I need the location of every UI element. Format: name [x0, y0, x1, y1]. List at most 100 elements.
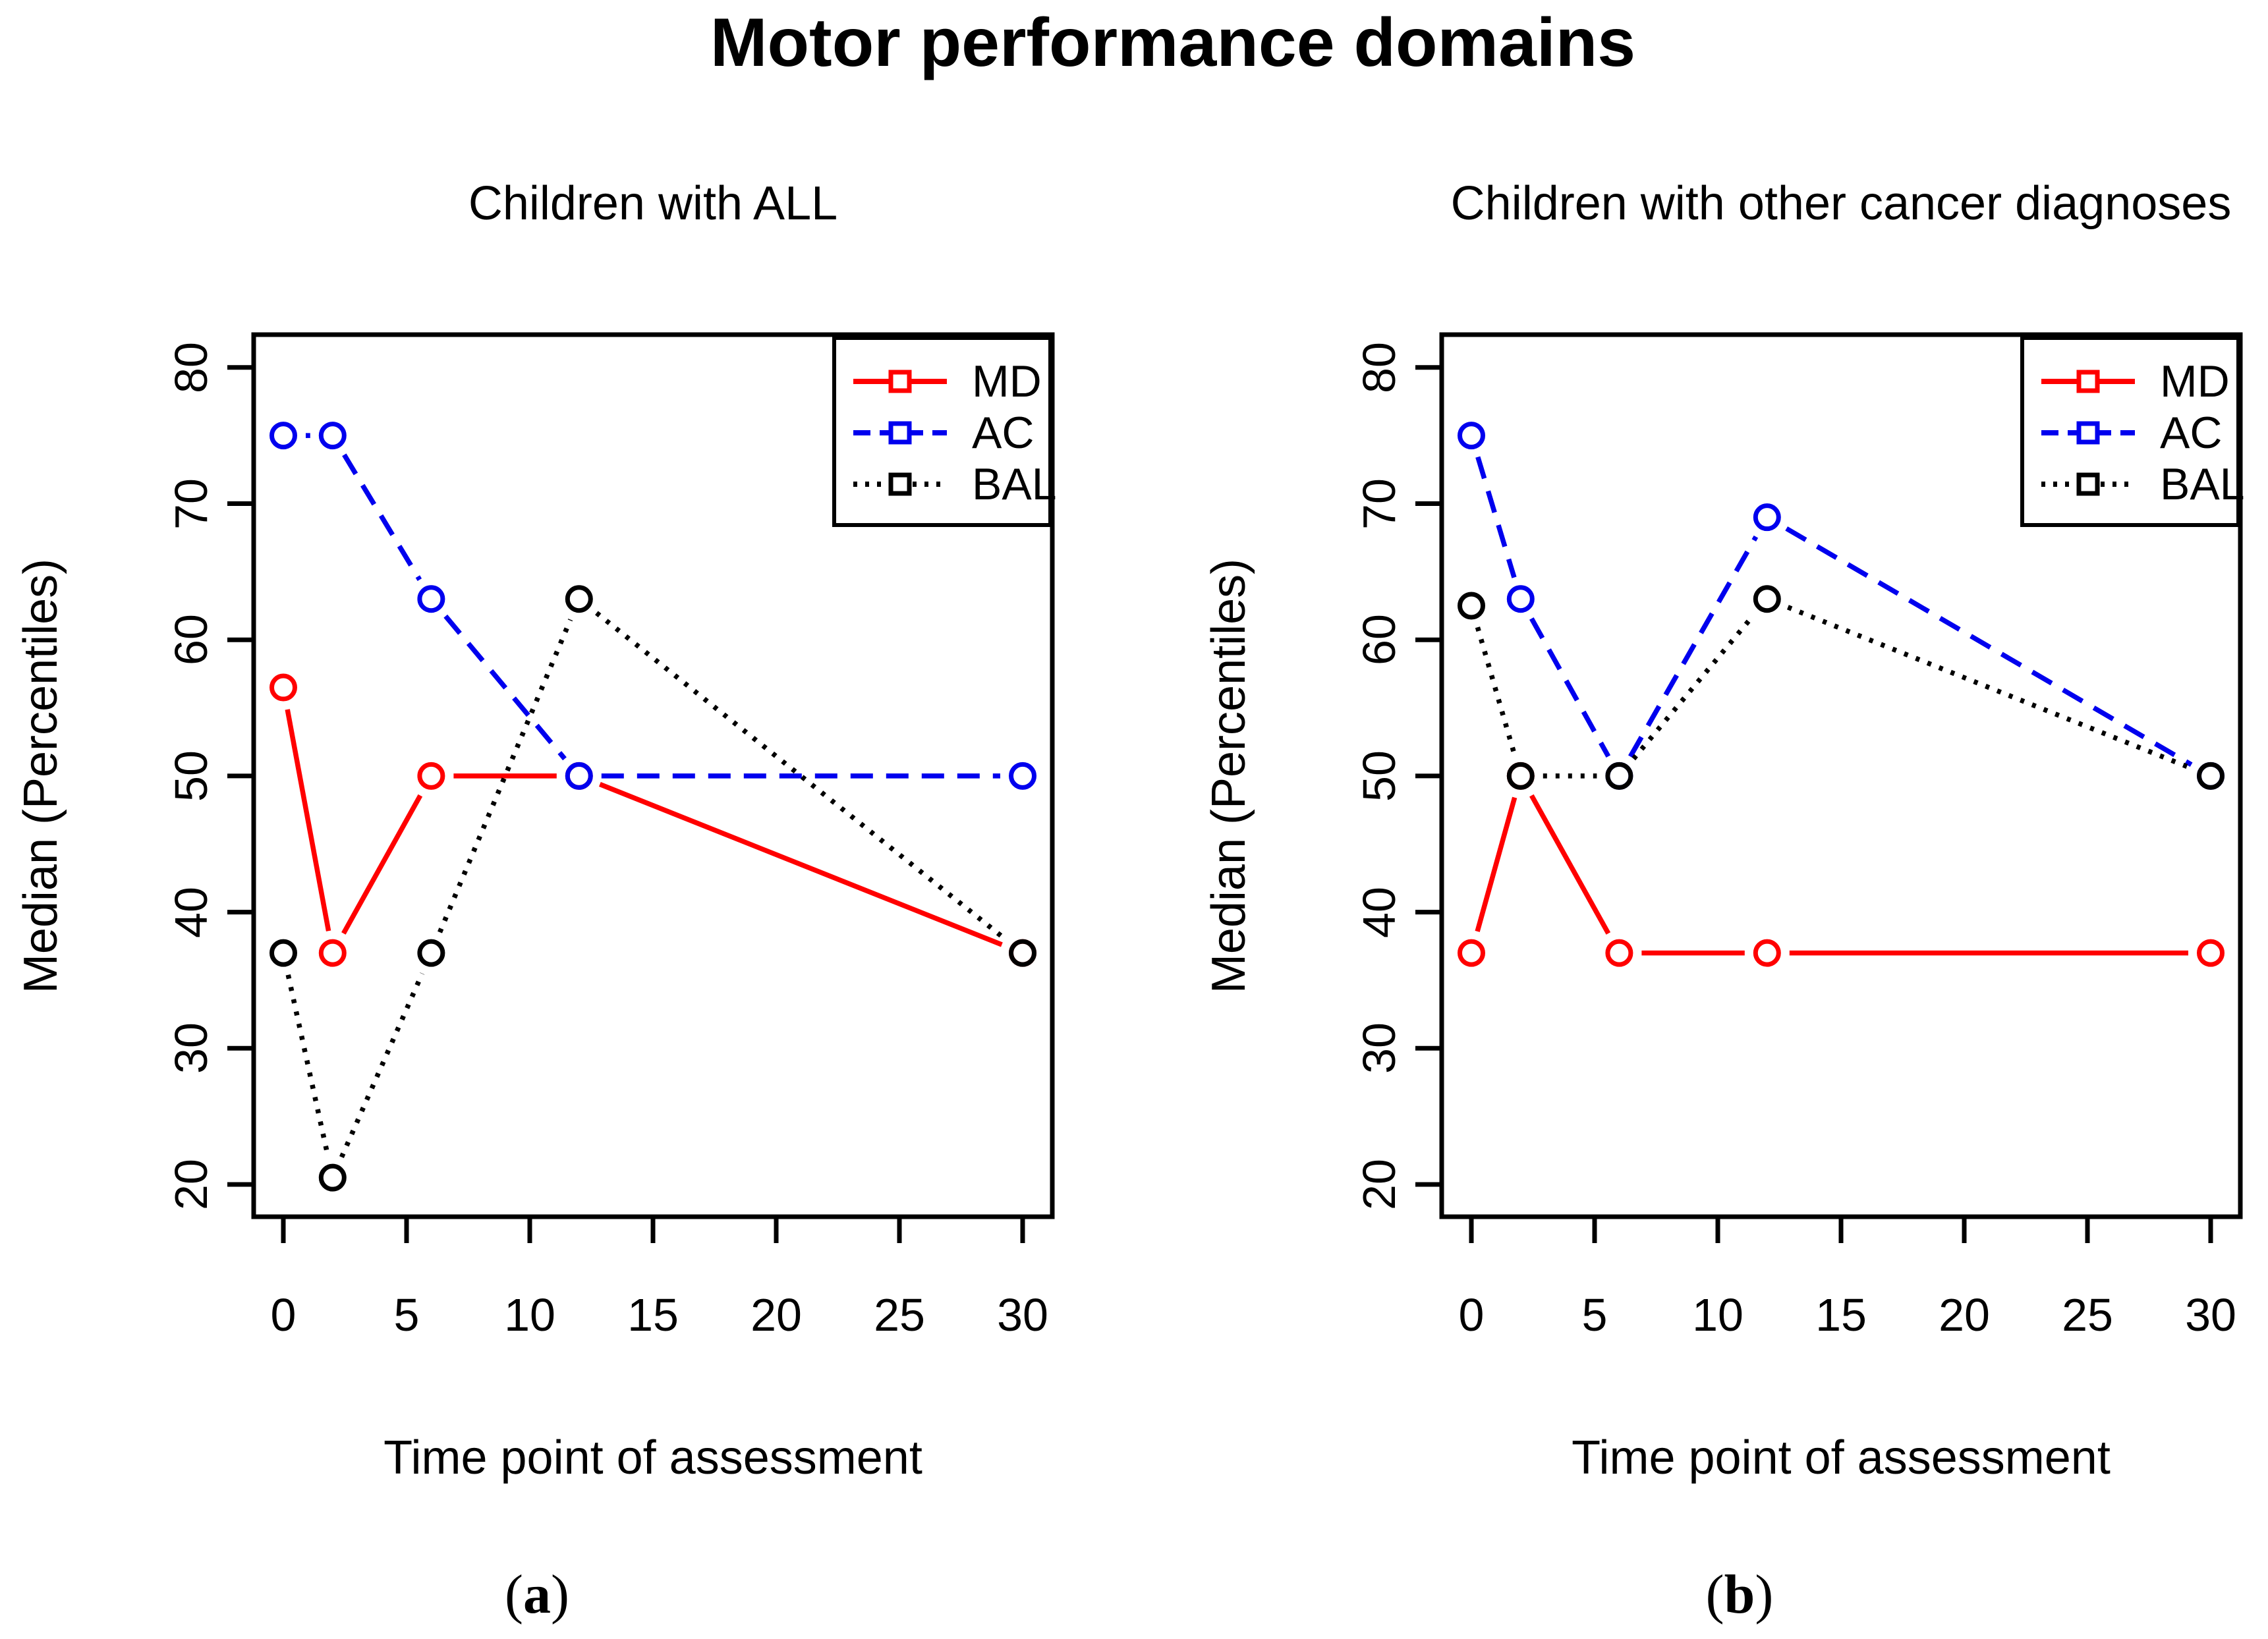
panel-a-series-bal-marker — [269, 939, 297, 967]
panel-b-series-bal-marker — [1753, 585, 1781, 613]
panel-b-series-md-segment — [1529, 794, 1611, 935]
panel-a-y-tick-label: 20 — [165, 1159, 217, 1210]
panel-b-x-tick-label: 30 — [2185, 1289, 2236, 1341]
panel-a-series-md-marker — [269, 673, 297, 702]
legend-row-bal: BAL — [836, 458, 1057, 510]
panel-a-y-tick-label: 30 — [165, 1022, 217, 1074]
panel-b-series-bal-marker — [2197, 762, 2225, 790]
panel-b-series-bal-marker — [1605, 762, 1633, 790]
panel-b-y-tick-label: 60 — [1353, 614, 1405, 666]
panel-b-series-ac-segment — [1785, 526, 2193, 767]
panel-a-series-ac-marker — [417, 585, 445, 613]
legend-square-marker-md — [888, 370, 912, 393]
panel-b-series-md-segment — [1475, 796, 1517, 932]
legend-sample-ac-line — [853, 421, 947, 445]
legend-sample-md-line — [2041, 370, 2135, 393]
panel-a-series-ac-marker — [1009, 762, 1036, 790]
panel-b-legend: MD AC BAL — [2020, 336, 2245, 527]
panel-a-y-tick-label: 50 — [165, 750, 217, 802]
legend-label-md: MD — [972, 356, 1042, 406]
panel-b-x-tick-label: 5 — [1581, 1289, 1608, 1341]
legend-square-marker-md — [2076, 370, 2100, 393]
panel-a-series-ac-marker — [318, 422, 347, 450]
panel-b-y-tick-label: 80 — [1353, 341, 1405, 393]
panel-a-x-tick-label: 5 — [393, 1289, 420, 1341]
panel-b-y-tick-label: 40 — [1353, 886, 1405, 938]
panel-a-letter-open: ( — [505, 1564, 523, 1625]
legend-sample-md-line — [853, 370, 947, 393]
panel-a-series-ac-marker — [565, 762, 593, 790]
panel-b-y-tick-label: 70 — [1353, 478, 1405, 530]
panel-b-letter-open: ( — [1705, 1564, 1724, 1625]
panel-a-y-tick-label: 40 — [165, 886, 217, 938]
panel-b-x-tick-label: 25 — [2062, 1289, 2113, 1341]
panel-a-x-tick-label: 20 — [751, 1289, 802, 1341]
panel-b-letter: (b) — [1706, 1563, 1774, 1626]
panel-a-series-ac-segment — [443, 614, 567, 761]
panel-a-x-tick-label: 10 — [504, 1289, 555, 1341]
panel-a-x-tick-label: 25 — [874, 1289, 925, 1341]
panel-b-series-md-marker — [1753, 939, 1781, 967]
panel-a-y-tick-label: 70 — [165, 478, 217, 530]
panel-a-series-ac-marker — [269, 422, 297, 450]
panel-b-y-tick-label: 30 — [1353, 1022, 1405, 1074]
panel-a-series-bal-marker — [417, 939, 445, 967]
panel-a-series-md-segment — [285, 709, 331, 931]
panel-a-letter-close: ) — [551, 1564, 569, 1625]
panel-a-subtitle: Children with ALL — [468, 177, 838, 230]
panel-b-x-tick-label: 15 — [1815, 1289, 1867, 1341]
panel-b-letter-close: ) — [1755, 1564, 1774, 1625]
panel-a-series-bal-marker — [318, 1163, 347, 1192]
panel-b-y-tick-label: 20 — [1353, 1159, 1405, 1210]
legend-row-ac: AC — [836, 407, 1048, 458]
legend-label-ac: AC — [972, 408, 1035, 458]
panel-a-letter-char: a — [523, 1564, 551, 1625]
panel-b-x-tick-label: 0 — [1458, 1289, 1485, 1341]
legend-square-marker-bal — [2076, 472, 2100, 496]
legend-sample-ac-line — [2041, 421, 2135, 445]
legend-row-md: MD — [836, 356, 1048, 407]
panel-a-series-md-marker — [417, 762, 445, 790]
panel-b-x-tick-label: 20 — [1939, 1289, 1990, 1341]
panel-b-series-bal-segment — [1475, 626, 1517, 756]
panel-b-series-bal-marker — [1458, 592, 1485, 620]
panel-a-series-bal-marker — [565, 585, 593, 613]
panel-b-series-md-marker — [1605, 939, 1633, 967]
panel-b-series-ac-segment — [1475, 456, 1517, 578]
panel-a-series-md-marker — [318, 939, 347, 967]
panel-b-series-ac-segment — [1628, 535, 1759, 758]
panel-a-legend: MD AC BAL — [832, 336, 1057, 527]
panel-b-series-ac-segment — [1529, 617, 1611, 758]
panel-b-subtitle: Children with other cancer diagnoses — [1450, 177, 2232, 230]
legend-square-marker-bal — [888, 472, 912, 496]
panel-a-series-bal-marker — [1009, 939, 1036, 967]
legend-row-md: MD — [2024, 356, 2236, 407]
panel-a-x-tick-label: 15 — [627, 1289, 679, 1341]
panel-a-y-tick-label: 80 — [165, 341, 217, 393]
legend-sample-bal-line — [2041, 472, 2135, 496]
panel-a-letter: (a) — [505, 1563, 569, 1626]
legend-row-bal: BAL — [2024, 458, 2245, 510]
legend-sample-bal-line — [853, 472, 947, 496]
panel-b-series-bal-segment — [1786, 605, 2191, 770]
legend-square-marker-ac — [2076, 421, 2100, 445]
legend-label-bal: BAL — [972, 459, 1057, 509]
panel-a-series-md-segment — [598, 782, 1003, 947]
legend-square-marker-ac — [888, 421, 912, 445]
panel-b-series-ac-marker — [1506, 585, 1535, 613]
panel-b-x-axis-label: Time point of assessment — [1572, 1431, 2111, 1484]
panel-a-x-tick-label: 30 — [997, 1289, 1048, 1341]
chart-main-title: Motor performance domains — [710, 5, 1636, 81]
panel-b-series-md-marker — [2197, 939, 2225, 967]
legend-label-ac: AC — [2160, 408, 2223, 458]
panel-b-letter-char: b — [1724, 1564, 1755, 1625]
legend-row-ac: AC — [2024, 407, 2236, 458]
panel-a-x-axis-label: Time point of assessment — [383, 1431, 922, 1484]
panel-a-x-tick-label: 0 — [270, 1289, 297, 1341]
panel-b-y-tick-label: 50 — [1353, 750, 1405, 802]
panel-a-y-tick-label: 60 — [165, 614, 217, 666]
panel-a-series-md-segment — [341, 794, 423, 935]
panel-b-series-bal-marker — [1506, 762, 1535, 790]
